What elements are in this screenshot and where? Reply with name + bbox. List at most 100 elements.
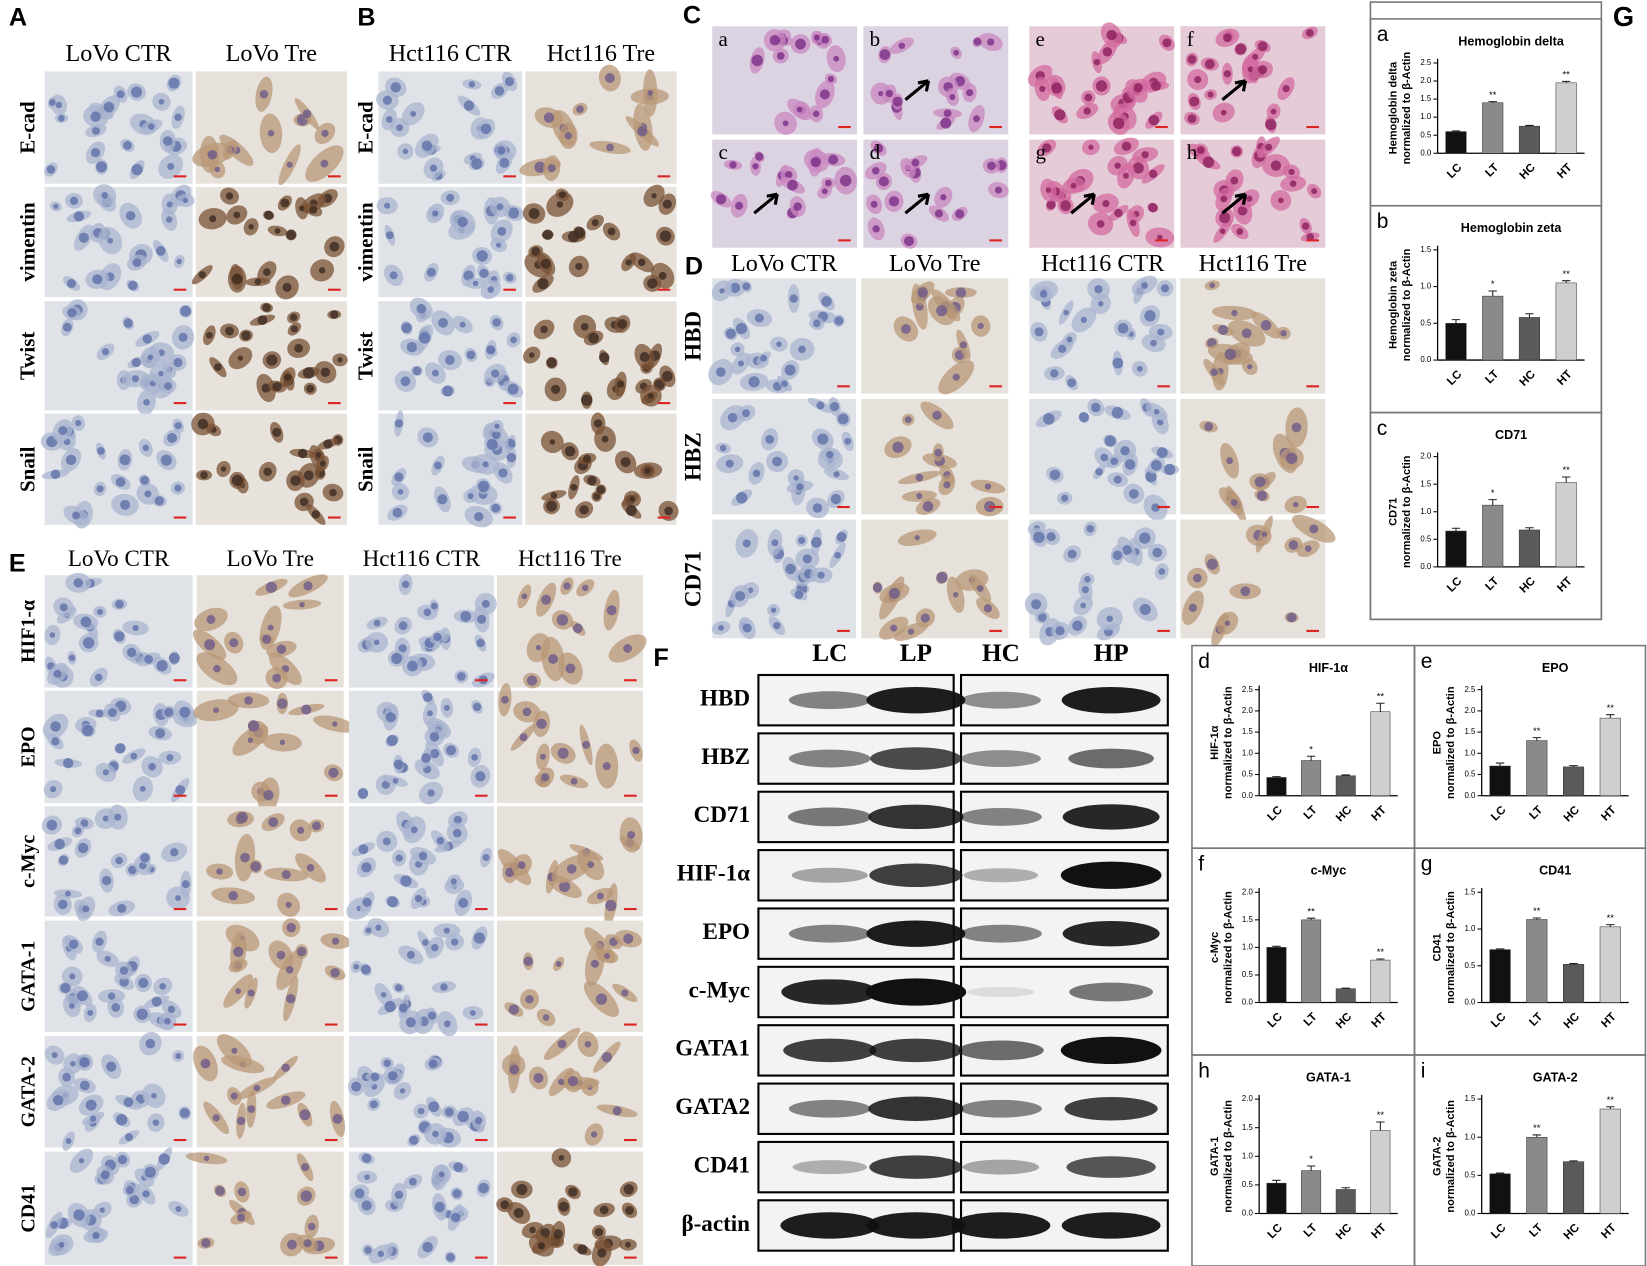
error-bar — [1569, 963, 1578, 965]
nucleus — [437, 494, 448, 505]
nucleus — [965, 88, 974, 97]
nucleus — [607, 227, 616, 236]
nucleus — [813, 34, 820, 41]
nucleus — [450, 938, 459, 946]
nucleus — [94, 673, 103, 682]
scale-bar — [173, 516, 187, 519]
error-bar — [1495, 1172, 1505, 1174]
y-tick-label: 0.5 — [1420, 318, 1432, 327]
nucleus — [598, 352, 610, 363]
nucleus — [167, 432, 177, 443]
nucleus — [155, 246, 166, 256]
significance-label: ** — [1563, 70, 1571, 81]
error-bar — [1562, 280, 1571, 283]
nucleus — [115, 743, 126, 754]
nucleus — [182, 197, 189, 204]
nucleus — [51, 737, 60, 746]
nucleus — [290, 325, 298, 333]
nucleus — [328, 767, 339, 778]
error-bar — [1376, 702, 1385, 712]
nucleus — [115, 599, 124, 609]
nucleus — [752, 469, 761, 478]
nucleus — [375, 924, 382, 931]
nucleus — [174, 113, 182, 121]
nucleus — [58, 1241, 65, 1248]
bar — [1370, 959, 1391, 1003]
nucleus — [604, 952, 611, 959]
nucleus — [1288, 540, 1299, 550]
nucleus — [601, 1051, 613, 1063]
arrow — [1221, 192, 1248, 215]
x-tick-label: HC — [1518, 368, 1539, 389]
nucleus — [1090, 402, 1101, 413]
nucleus — [175, 785, 186, 795]
y-axis-label: Hemoglobin zeta — [1387, 260, 1399, 349]
nucleus — [904, 416, 912, 424]
nucleus — [297, 448, 308, 459]
nucleus — [542, 1014, 550, 1021]
nucleus — [553, 1229, 563, 1239]
scale-bar — [474, 908, 488, 911]
nucleus — [490, 369, 500, 378]
nucleus — [1139, 532, 1151, 544]
nucleus — [418, 851, 428, 861]
y-axis-label: normalized to β-Actin — [1445, 686, 1457, 799]
nucleus — [828, 154, 839, 165]
nucleus — [595, 993, 608, 1005]
nucleus — [102, 769, 109, 776]
nucleus — [719, 444, 727, 452]
nucleus — [605, 73, 615, 83]
nucleus — [399, 1088, 406, 1094]
error-bar — [1532, 1134, 1542, 1138]
nucleus — [362, 897, 372, 907]
nucleus — [443, 704, 450, 711]
error-bar — [1451, 319, 1461, 324]
nucleus — [486, 438, 498, 450]
x-tick-label: LC — [1445, 575, 1465, 595]
nucleus — [509, 1064, 520, 1075]
nucleus — [385, 116, 393, 123]
nucleus — [1096, 220, 1105, 228]
nucleus — [1223, 33, 1232, 43]
y-tick-label: 0.0 — [1242, 998, 1254, 1007]
blot-band — [788, 924, 871, 943]
nucleus — [231, 273, 243, 285]
x-tick-label: HT — [1599, 804, 1618, 823]
nucleus — [179, 1107, 190, 1119]
nucleus — [132, 624, 139, 632]
nucleus — [1261, 531, 1268, 537]
nucleus — [1095, 80, 1108, 92]
nucleus — [558, 880, 571, 892]
nucleus — [878, 90, 884, 97]
nucleus — [309, 205, 318, 214]
nucleus — [377, 1250, 385, 1258]
micrograph — [376, 186, 524, 300]
nucleus — [284, 373, 292, 381]
nucleus — [466, 350, 476, 360]
nucleus — [164, 707, 174, 717]
error-bar — [1495, 762, 1505, 767]
nucleus — [566, 864, 577, 874]
lane-label: LC — [812, 640, 847, 667]
nucleus — [129, 1194, 140, 1205]
scale-bar — [324, 1256, 338, 1259]
nucleus — [844, 437, 852, 445]
nucleus — [594, 1227, 604, 1237]
scale-bar — [324, 908, 338, 911]
nucleus — [228, 891, 238, 901]
nucleus — [516, 1184, 528, 1196]
scale-bar — [328, 516, 341, 519]
nucleus — [318, 267, 326, 274]
scale-bar — [838, 239, 851, 242]
chart-letter: i — [1421, 1059, 1426, 1082]
bar — [1599, 717, 1621, 796]
nucleus — [443, 927, 450, 934]
nucleus — [1224, 348, 1237, 360]
nucleus — [286, 922, 296, 933]
scale-bar — [1157, 505, 1170, 509]
nucleus — [286, 993, 296, 1004]
nucleus — [395, 854, 403, 862]
nucleus — [499, 157, 510, 168]
nucleus — [606, 143, 614, 152]
